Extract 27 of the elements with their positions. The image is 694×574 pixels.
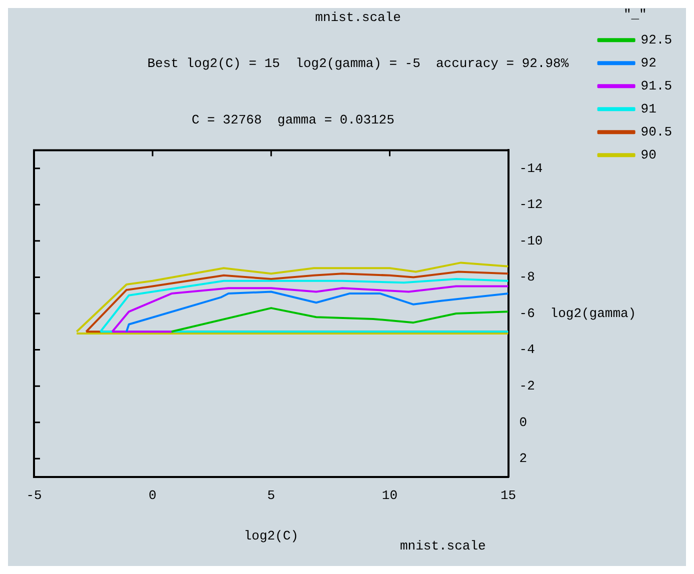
y-tick-label: -2 xyxy=(519,378,535,394)
x-axis-title: log2(C) xyxy=(244,528,298,544)
text: C = 32768 gamma = 0.03125 xyxy=(192,112,394,128)
legend-label: 91 xyxy=(640,102,657,117)
chart-title: mnist.scale xyxy=(315,10,401,26)
legend-title: "_" xyxy=(623,6,647,22)
y-tick-label: -10 xyxy=(519,233,543,248)
x-tick-label: 15 xyxy=(500,488,516,504)
x-tick-label: 5 xyxy=(267,488,276,504)
y-tick-label: -8 xyxy=(519,270,535,285)
legend-label: 90.5 xyxy=(640,124,672,140)
x-tick-label: 10 xyxy=(382,488,398,504)
y-tick-label: -12 xyxy=(519,197,543,212)
x-tick-label: 0 xyxy=(148,488,156,504)
y-axis-title: log2(gamma) xyxy=(550,306,636,321)
x-tick-label: -5 xyxy=(26,488,42,504)
y-tick-label: -14 xyxy=(519,160,543,176)
y-tick-label: -6 xyxy=(519,306,535,321)
legend-label: 90 xyxy=(640,148,656,163)
y-tick-label: 0 xyxy=(519,414,528,430)
y-tick-label: 2 xyxy=(519,451,528,466)
legend-label: 91.5 xyxy=(640,78,672,94)
y-tick-label: -4 xyxy=(519,342,536,358)
legend-label: 92.5 xyxy=(640,32,672,48)
text: mnist.scale xyxy=(400,538,486,554)
legend-label: 92 xyxy=(640,56,656,71)
chart-subtitle: Best log2(C) = 15 log2(gamma) = -5 accuracy = 92.98% xyxy=(147,56,569,71)
